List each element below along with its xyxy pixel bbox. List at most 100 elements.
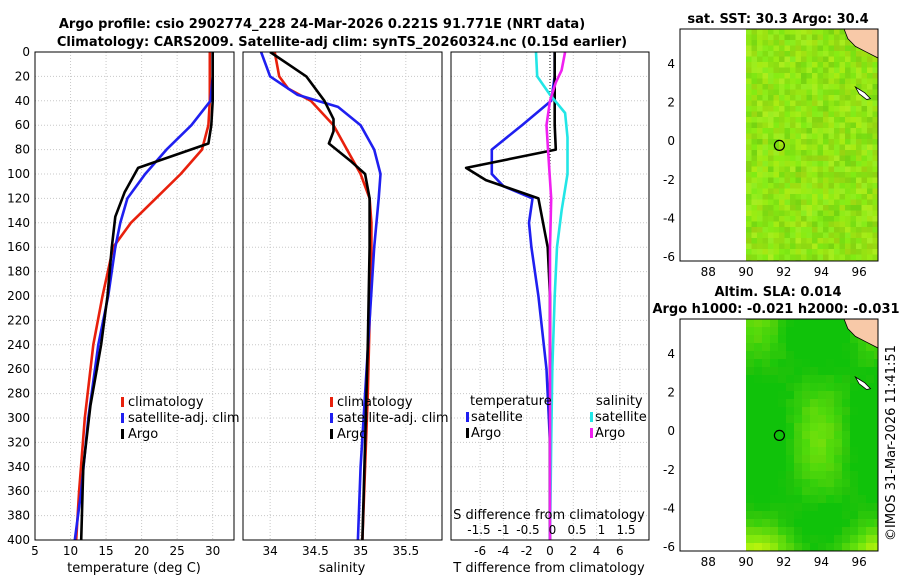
map-cell [751, 172, 758, 179]
map-cell [784, 78, 791, 85]
map-cell [751, 45, 758, 52]
map-cell [817, 45, 824, 52]
map-cell [746, 249, 753, 256]
map-cell [784, 40, 791, 47]
map-cell [790, 150, 797, 157]
map-cell [812, 117, 819, 124]
map-cell [754, 519, 763, 528]
map-cell [867, 73, 874, 80]
map-cell [770, 463, 779, 472]
map-cell [858, 479, 867, 488]
map-cell [842, 383, 851, 392]
map-cell [746, 232, 753, 239]
map-cell [778, 503, 787, 512]
map-cell [757, 78, 764, 85]
map-cell [806, 232, 813, 239]
map-cell [826, 319, 835, 328]
map-cell [751, 111, 758, 118]
map-cell [874, 351, 878, 360]
map-cell [768, 128, 775, 135]
map-cell [757, 227, 764, 234]
map-cell [795, 177, 802, 184]
map-cell [826, 495, 835, 504]
map-cell [856, 150, 863, 157]
map-cell [757, 161, 764, 168]
map-cell [850, 423, 859, 432]
map-cell [867, 238, 874, 245]
map-cell [784, 111, 791, 118]
map-cell [856, 67, 863, 74]
map-cell [823, 67, 830, 74]
map-cell [770, 495, 779, 504]
map-cell [850, 166, 857, 173]
map-cell [867, 56, 874, 63]
map-cell [861, 62, 868, 69]
map-cell [770, 519, 779, 528]
map-cell [839, 205, 846, 212]
map-cell [794, 511, 803, 520]
map-cell [746, 210, 753, 217]
map-cell [754, 447, 763, 456]
map-cell [784, 232, 791, 239]
map-y-tick-label: 0 [667, 134, 675, 148]
map-cell [842, 407, 851, 416]
map-cell [817, 210, 824, 217]
map-cell [779, 150, 786, 157]
map-cell [795, 210, 802, 217]
map-cell [850, 73, 857, 80]
map-cell [823, 238, 830, 245]
map-cell [778, 367, 787, 376]
map-cell [746, 62, 753, 69]
map-cell [810, 543, 819, 551]
map-cell [834, 150, 841, 157]
map-cell [779, 205, 786, 212]
map-cell [768, 95, 775, 102]
map-cell [779, 89, 786, 96]
map-cell [858, 351, 867, 360]
map-cell [794, 335, 803, 344]
map-cell [842, 335, 851, 344]
map-cell [762, 479, 771, 488]
map-cell [823, 95, 830, 102]
map-cell [858, 527, 867, 536]
map-cell [795, 111, 802, 118]
map-cell [762, 95, 769, 102]
map-cell [810, 471, 819, 480]
map-cell [867, 221, 874, 228]
map-cell [801, 232, 808, 239]
map-cell [828, 205, 835, 212]
map-cell [839, 29, 846, 36]
map-cell [845, 133, 852, 140]
map-cell [778, 447, 787, 456]
map-cell [874, 399, 878, 408]
map-cell [826, 463, 835, 472]
map-cell [751, 117, 758, 124]
map-cell [768, 216, 775, 223]
map-cell [746, 155, 753, 162]
map-cell [802, 375, 811, 384]
map-cell [802, 479, 811, 488]
map-cell [818, 439, 827, 448]
map-cell [751, 177, 758, 184]
map-cell [784, 172, 791, 179]
map-cell [794, 423, 803, 432]
map-cell [839, 188, 846, 195]
map-cell [874, 391, 878, 400]
y-tick-label: 0 [22, 45, 30, 59]
map-cell [850, 463, 859, 472]
map-cell [770, 319, 779, 328]
map-cell [850, 67, 857, 74]
map-cell [823, 45, 830, 52]
map-cell [784, 183, 791, 190]
map-cell [845, 183, 852, 190]
map-cell [779, 216, 786, 223]
map-cell [768, 139, 775, 146]
map-cell [757, 205, 764, 212]
map-cell [845, 166, 852, 173]
map-cell [828, 227, 835, 234]
map-cell [762, 210, 769, 217]
map-cell [828, 155, 835, 162]
map-cell [786, 495, 795, 504]
map-cell [842, 399, 851, 408]
map-cell [768, 166, 775, 173]
